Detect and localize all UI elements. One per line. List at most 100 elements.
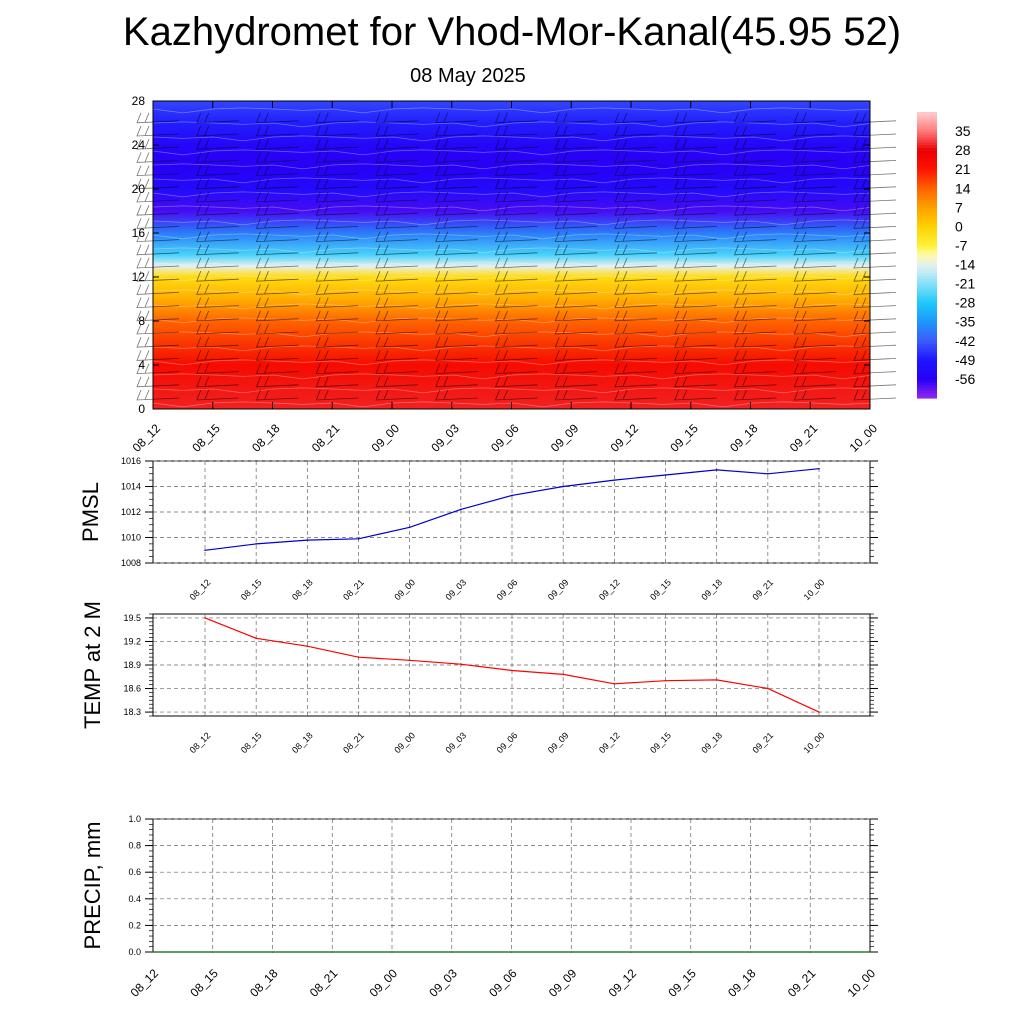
wind-barb — [733, 350, 777, 361]
wind-barb — [494, 152, 538, 163]
y-tick-label: 4 — [138, 358, 145, 372]
y-tick-label: 28 — [132, 94, 146, 108]
colorbar-swatch — [917, 289, 937, 293]
wind-barb — [375, 337, 419, 348]
colorbar-swatch — [917, 321, 937, 326]
wind-barb — [315, 350, 359, 361]
data-point — [204, 549, 206, 552]
wind-barb — [315, 257, 359, 269]
data-point — [630, 951, 632, 953]
wind-barb — [674, 231, 717, 243]
wind-barb — [494, 125, 538, 137]
wind-barb — [853, 191, 897, 203]
x-tick-label: 08_12 — [188, 730, 213, 755]
wind-barb — [136, 112, 180, 124]
data-point — [511, 494, 513, 497]
wind-barb — [554, 350, 598, 361]
wind-barb — [375, 165, 419, 177]
contour-line — [152, 121, 874, 128]
wind-barb — [435, 152, 478, 163]
wind-barb — [733, 257, 777, 269]
wind-barb — [315, 284, 359, 295]
wind-barb — [674, 376, 717, 388]
colorbar-swatch — [917, 319, 937, 323]
y-tick-label: 19.2 — [123, 636, 141, 646]
wind-barb — [375, 297, 419, 309]
y-tick-label: 8 — [138, 314, 145, 328]
y-tick-label: 1008 — [121, 558, 141, 568]
x-tick-label: 08_12 — [128, 966, 162, 1000]
data-point — [715, 679, 718, 681]
data-point — [809, 951, 812, 953]
wind-barb — [554, 218, 598, 229]
precip-chart: 0.0 0.2 0.4 0.6 0.8 1.0 08_12 08_15 08_18 08_21 09… — [80, 814, 878, 1000]
contour-line — [152, 387, 874, 394]
wind-barb — [435, 323, 478, 335]
wind-barb — [614, 376, 658, 388]
colorbar-swatch — [917, 378, 937, 383]
wind-barb — [793, 363, 837, 375]
wind-barb — [853, 297, 897, 309]
wind-barb — [674, 337, 717, 348]
wind-barb — [554, 337, 598, 348]
x-tick-label: 09_15 — [648, 730, 673, 755]
wind-barb — [674, 152, 717, 163]
data-point — [613, 683, 616, 685]
colorbar-label: -14 — [955, 257, 975, 273]
colorbar-swatch — [917, 278, 937, 282]
data-point — [408, 526, 411, 529]
colorbar-swatch — [917, 242, 937, 247]
wind-barb — [255, 271, 299, 282]
data-point — [689, 951, 692, 953]
x-tick-label: 09_06 — [495, 730, 520, 755]
wind-barb — [375, 257, 419, 269]
wind-barb — [554, 205, 598, 216]
colorbar-label: -28 — [955, 295, 975, 311]
contour-line — [152, 317, 874, 324]
chart-title: Kazhydromet for Vhod-Mor-Kanal(45.95 52) — [122, 10, 902, 54]
wind-barb — [733, 284, 777, 295]
wind-barb — [554, 310, 598, 322]
x-tick-label: 08_15 — [239, 730, 264, 755]
wind-barb — [674, 323, 717, 335]
colorbar-swatch — [917, 305, 937, 309]
wind-barb — [614, 350, 658, 361]
wind-barb — [853, 205, 897, 216]
wind-barb — [136, 337, 180, 348]
wind-barb — [196, 337, 239, 348]
wind-barb — [494, 389, 538, 401]
wind-barb — [136, 178, 180, 190]
wind-barb — [435, 165, 478, 177]
wind-barb — [435, 125, 478, 137]
wind-barb — [614, 165, 658, 177]
wind-barb — [196, 218, 239, 229]
y-axis-label: PRECIP, mm — [80, 822, 105, 950]
wind-barb — [435, 139, 478, 150]
wind-barb — [614, 257, 658, 269]
colorbar-swatch — [917, 114, 937, 119]
wind-barb — [315, 205, 359, 216]
wind-barb — [255, 257, 299, 269]
wind-barb — [315, 218, 359, 229]
colorbar-swatch — [917, 359, 937, 364]
x-tick-label: 09_09 — [546, 577, 571, 602]
wind-barb — [375, 244, 419, 256]
wind-barb — [196, 310, 239, 322]
wind-barb — [733, 152, 777, 163]
wind-barb — [255, 244, 299, 256]
y-tick-label: 0.8 — [128, 841, 141, 851]
wind-barb — [614, 112, 658, 124]
y-tick-label: 20 — [132, 182, 146, 196]
data-point — [562, 673, 564, 676]
colorbar-swatch — [917, 120, 937, 124]
wind-barb — [375, 350, 419, 361]
wind-barb — [853, 139, 897, 150]
temp2m-chart: 18.3 18.6 18.9 19.2 19.5 08_12 08_15 08_18 08_21… — [80, 601, 878, 755]
wind-barb — [315, 389, 359, 401]
wind-barb — [614, 271, 658, 282]
wind-barb — [674, 363, 717, 375]
colorbar-swatch — [917, 299, 937, 304]
wind-barb — [136, 376, 180, 388]
data-point — [271, 951, 274, 953]
x-tick-label: 09_06 — [486, 966, 520, 1000]
